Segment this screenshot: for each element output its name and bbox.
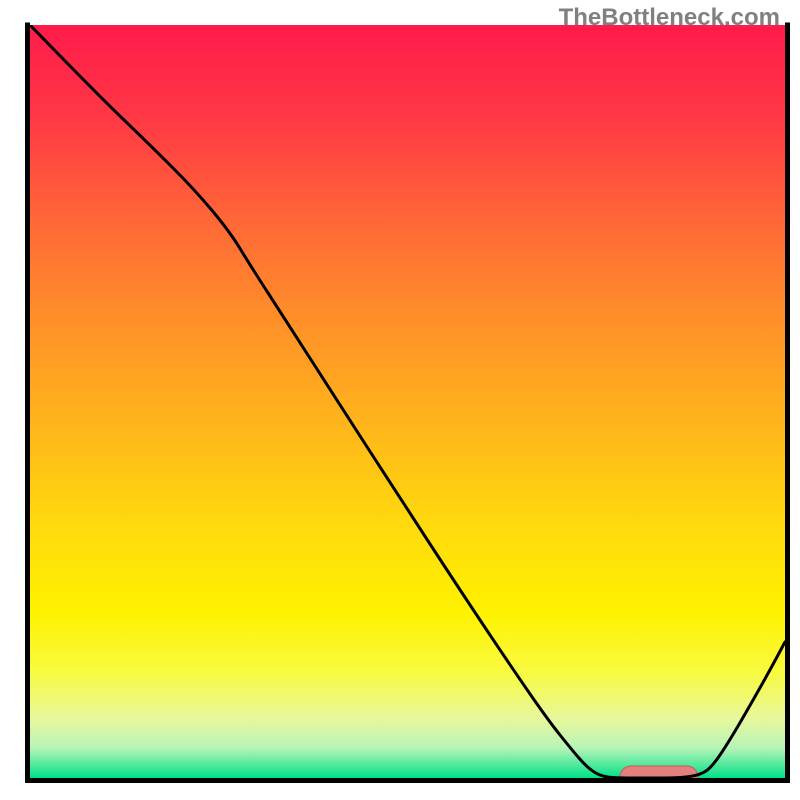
attribution-label: TheBottleneck.com [559, 4, 780, 32]
bottleneck-curve-chart [0, 0, 800, 800]
chart-container: TheBottleneck.com [0, 0, 800, 800]
